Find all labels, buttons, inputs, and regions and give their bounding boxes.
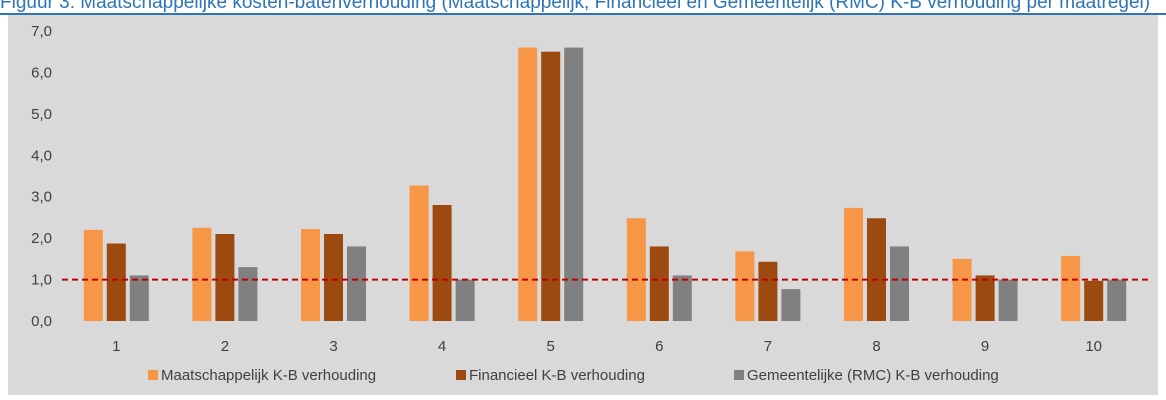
x-tick-label: 4	[438, 338, 446, 355]
legend-label: Maatschappelijk K-B verhouding	[161, 367, 376, 384]
y-tick-label: 1,0	[31, 272, 52, 289]
bar-maatschappelijk-8	[844, 207, 863, 321]
bar-maatschappelijk-6	[626, 218, 646, 321]
bar-gemeentelijk-7	[781, 289, 801, 321]
bar-financieel-7	[758, 261, 778, 321]
y-tick-label: 3,0	[31, 189, 52, 206]
bar-financieel-8	[867, 218, 886, 321]
bar-financieel-9	[975, 275, 995, 321]
bar-gemeentelijk-9	[998, 279, 1018, 321]
bar-maatschappelijk-1	[83, 229, 103, 321]
bar-gemeentelijk-10	[1107, 279, 1127, 321]
y-tick-label: 0,0	[31, 313, 52, 330]
bar-gemeentelijk-5	[564, 47, 584, 321]
bar-maatschappelijk-9	[952, 258, 972, 321]
chart-area: 0,0 1,0 2,0 3,0 4,0 5,0 6,0 7,0 1 2 3 4 5 6 7 8 9 10 Maats…	[8, 15, 1158, 395]
bar-maatschappelijk-5	[518, 47, 538, 321]
x-tick-label: 10	[1085, 338, 1102, 355]
bar-financieel-10	[1084, 280, 1104, 321]
bar-gemeentelijk-2	[238, 267, 258, 321]
bar-financieel-5	[541, 51, 561, 321]
y-tick-label: 7,0	[31, 23, 52, 40]
caption-underline	[0, 13, 1166, 15]
x-tick-label: 1	[112, 338, 120, 355]
bar-maatschappelijk-7	[735, 251, 755, 321]
bar-gemeentelijk-8	[890, 246, 909, 321]
bar-financieel-4	[432, 205, 452, 321]
bar-financieel-1	[106, 243, 126, 321]
y-tick-label: 2,0	[31, 230, 52, 247]
bar-maatschappelijk-2	[192, 227, 212, 321]
bar-financieel-3	[324, 234, 343, 321]
bar-gemeentelijk-6	[672, 275, 692, 321]
x-tick-label: 3	[329, 338, 337, 355]
bar-chart: 0,0 1,0 2,0 3,0 4,0 5,0 6,0 7,0 1 2 3 4 5 6 7 8 9 10 Maats…	[31, 23, 1148, 384]
legend-swatch	[148, 370, 158, 380]
bar-gemeentelijk-4	[455, 279, 475, 321]
x-tick-label: 7	[764, 338, 772, 355]
x-tick-label: 5	[547, 338, 555, 355]
x-tick-label: 9	[981, 338, 989, 355]
bar-maatschappelijk-10	[1061, 255, 1081, 321]
bar-maatschappelijk-4	[409, 185, 429, 321]
x-tick-label: 2	[221, 338, 229, 355]
legend-label: Gemeentelijke (RMC) K-B verhouding	[747, 367, 999, 384]
y-tick-label: 5,0	[31, 106, 52, 123]
bar-financieel-6	[649, 246, 669, 321]
bar-financieel-2	[215, 234, 235, 321]
legend-swatch	[456, 370, 466, 380]
y-tick-label: 6,0	[31, 64, 52, 81]
bar-gemeentelijk-3	[347, 246, 366, 321]
figure-caption: Figuur 3: Maatschappelijke kosten-batenv…	[0, 0, 1151, 13]
legend-label: Financieel K-B verhouding	[469, 367, 645, 384]
y-tick-label: 4,0	[31, 147, 52, 164]
x-tick-label: 6	[655, 338, 663, 355]
legend-swatch	[734, 370, 744, 380]
x-tick-label: 8	[872, 338, 880, 355]
bar-gemeentelijk-1	[129, 275, 149, 321]
bar-maatschappelijk-3	[301, 229, 320, 321]
